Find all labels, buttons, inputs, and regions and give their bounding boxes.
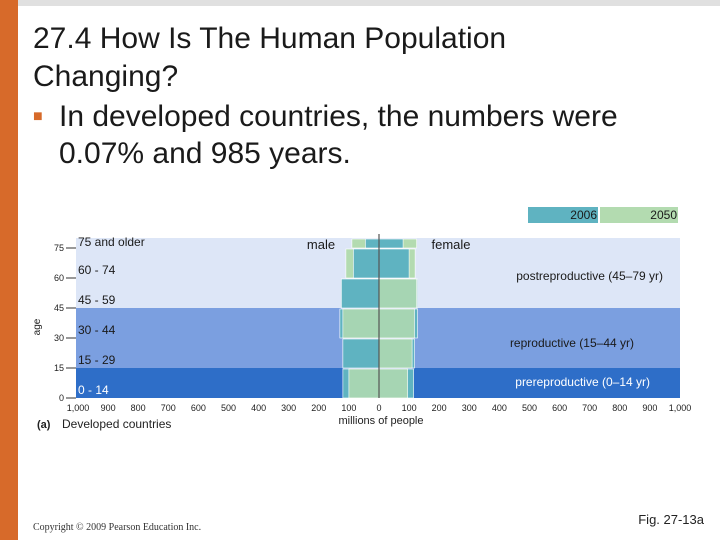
life-stage-label-prerepro: prereproductive (0–14 yr): [515, 375, 650, 389]
panel-label: (a): [37, 419, 51, 431]
slide-accent-bar: [0, 0, 18, 540]
male-label: male: [307, 237, 335, 252]
age-group-label: 30 - 44: [78, 323, 116, 337]
x-tick-label: 500: [221, 403, 236, 413]
x-tick-label: 600: [552, 403, 567, 413]
slide-title-line-1: 27.4 How Is The Human Population: [33, 22, 507, 55]
x-tick-label: 700: [161, 403, 176, 413]
x-tick-label: 700: [582, 403, 597, 413]
bar-2006-female-5: [378, 238, 404, 249]
life-stage-label-post: postreproductive (45–79 yr): [516, 269, 663, 283]
x-axis-label: millions of people: [339, 415, 424, 427]
x-tick-label: 800: [612, 403, 627, 413]
slide-title: 27.4 How Is The Human Population Changin…: [33, 20, 703, 96]
bar-2050-female-1: [378, 338, 413, 369]
legend-label-2006: 2006: [570, 208, 597, 222]
y-tick-label: 15: [54, 363, 64, 373]
bar-2006-male-1: [342, 338, 380, 369]
x-tick-label: 300: [462, 403, 477, 413]
x-tick-label: 400: [251, 403, 266, 413]
x-tick-label: 100: [402, 403, 417, 413]
y-tick-label: 45: [54, 303, 64, 313]
copyright-note: Copyright © 2009 Pearson Education Inc.: [33, 522, 202, 533]
life-stage-label-repro: reproductive (15–44 yr): [510, 336, 634, 350]
x-tick-label: 400: [492, 403, 507, 413]
panel-caption: Developed countries: [62, 417, 171, 431]
x-tick-label: 100: [341, 403, 356, 413]
x-tick-label: 800: [131, 403, 146, 413]
bar-2050-male-2: [342, 308, 380, 339]
x-tick-label: 300: [281, 403, 296, 413]
figure-reference: Fig. 27-13a: [638, 512, 704, 527]
bar-2006-female-4: [378, 248, 410, 279]
bullet-square-icon: ■: [33, 108, 43, 125]
legend-swatch-2050: [600, 207, 678, 223]
x-tick-label: 1,000: [67, 403, 90, 413]
bar-2050-female-0: [378, 368, 408, 399]
bullet-text: In developed countries, the numbers were…: [59, 100, 618, 170]
x-tick-label: 0: [376, 403, 381, 413]
bar-2006-male-3: [341, 278, 380, 309]
x-tick-label: 200: [432, 403, 447, 413]
age-group-label: 75 and older: [78, 235, 145, 249]
y-axis-label: age: [32, 318, 43, 335]
slide-title-line-2: Changing?: [33, 60, 179, 93]
x-tick-label: 500: [522, 403, 537, 413]
x-tick-label: 900: [642, 403, 657, 413]
bar-2050-female-2: [378, 308, 415, 339]
age-group-label: 60 - 74: [78, 263, 116, 277]
x-tick-label: 600: [191, 403, 206, 413]
legend-swatch-2006: [528, 207, 598, 223]
age-group-label: 45 - 59: [78, 293, 116, 307]
x-tick-label: 200: [311, 403, 326, 413]
y-tick-label: 30: [54, 333, 64, 343]
bar-2050-male-0: [348, 368, 380, 399]
age-group-label: 15 - 29: [78, 353, 116, 367]
bullet-point: ■ In developed countries, the numbers we…: [33, 98, 703, 172]
legend-label-2050: 2050: [650, 208, 677, 222]
x-tick-label: 1,000: [669, 403, 692, 413]
bar-2006-male-5: [365, 238, 380, 249]
female-label: female: [431, 237, 470, 252]
slide-top-rule: [18, 0, 720, 6]
bar-2050-female-3: [378, 278, 417, 309]
age-group-label: 0 - 14: [78, 383, 109, 397]
y-tick-label: 60: [54, 273, 64, 283]
y-tick-label: 75: [54, 243, 64, 253]
bar-2006-male-4: [353, 248, 380, 279]
x-tick-label: 900: [101, 403, 116, 413]
population-pyramid-chart: 75 60 45 30 15 0 age 0 - 14 15 - 29 30 - 44 45 - 5…: [32, 207, 692, 431]
y-tick-label: 0: [59, 393, 64, 403]
